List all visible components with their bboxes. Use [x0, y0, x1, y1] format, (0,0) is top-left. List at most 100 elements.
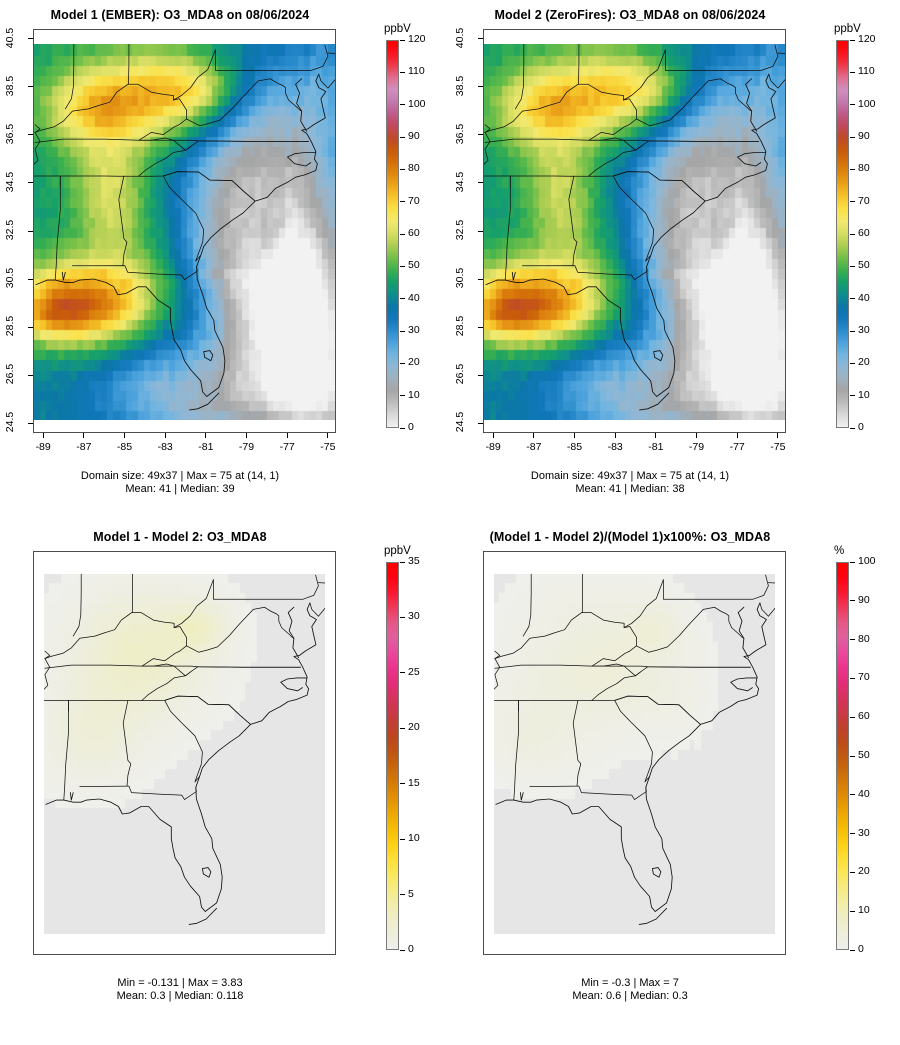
- colorbar-unit-label: ppbV: [834, 23, 861, 35]
- colorbar-tick-label: 110: [408, 65, 425, 78]
- colorbar-tick: [850, 395, 855, 397]
- colorbar-tick-label: 20: [858, 865, 870, 878]
- colorbar-tick-label: 120: [408, 33, 426, 45]
- panel-title: (Model 1 - Model 2)/(Model 1)x100%: O3_M…: [489, 530, 771, 544]
- x-axis-tick: [655, 433, 657, 438]
- y-axis-tick: [478, 38, 483, 40]
- map-plot-area[interactable]: [483, 29, 786, 433]
- x-axis-tick: [696, 433, 698, 438]
- y-axis-tick: [478, 374, 483, 376]
- x-axis-label: -75: [320, 441, 336, 453]
- x-axis-label: -81: [648, 441, 664, 453]
- colorbar-tick: [850, 298, 855, 300]
- colorbar-tick-label: 40: [858, 787, 870, 800]
- colorbar-tick: [850, 561, 855, 563]
- colorbar-tick-label: 30: [408, 324, 420, 336]
- x-axis-label: -81: [198, 441, 214, 453]
- colorbar: % 0 10 20 30 40 50 60 70 80 90 100: [450, 522, 900, 1044]
- colorbar-tick-label: 10: [408, 388, 420, 401]
- map-plot-area[interactable]: [33, 29, 336, 433]
- y-axis-tick: [28, 182, 33, 184]
- map-plot-area[interactable]: [33, 551, 336, 955]
- colorbar-tick-label: 80: [858, 632, 870, 645]
- colorbar-tick: [400, 168, 405, 170]
- colorbar-tick: [850, 677, 855, 679]
- y-axis-tick: [478, 278, 483, 280]
- x-axis-tick: [205, 433, 207, 438]
- colorbar-tick: [400, 201, 405, 203]
- x-axis-label: -79: [688, 441, 705, 453]
- x-axis-tick: [246, 433, 248, 438]
- colorbar-tick: [850, 233, 855, 235]
- y-axis-tick: [28, 326, 33, 328]
- colorbar-tick: [850, 600, 855, 602]
- x-axis-tick: [286, 433, 288, 438]
- colorbar-tick-label: 10: [858, 388, 870, 401]
- colorbar-tick-label: 100: [858, 555, 876, 567]
- map-overlay: [484, 44, 785, 411]
- colorbar-unit-label: %: [834, 545, 845, 557]
- colorbar-tick-label: 90: [858, 593, 870, 606]
- colorbar-tick-label: 40: [408, 291, 420, 304]
- colorbar-tick-label: 35: [408, 555, 420, 567]
- colorbar-tick-label: 60: [858, 227, 870, 239]
- colorbar-tick: [850, 104, 855, 106]
- colorbar-tick: [850, 639, 855, 641]
- colorbar-tick-label: 110: [858, 65, 875, 78]
- x-axis-label: -75: [770, 441, 786, 453]
- panel-footnote-line2: Mean: 41 | Median: 38: [575, 483, 685, 495]
- x-axis-tick: [42, 433, 44, 438]
- x-axis-label: -77: [279, 441, 295, 453]
- y-axis-tick: [28, 38, 33, 40]
- x-axis-label: -89: [485, 441, 501, 453]
- colorbar-tick-label: 30: [858, 826, 870, 839]
- colorbar-tick-label: 30: [408, 610, 420, 623]
- colorbar-tick: [850, 716, 855, 718]
- x-axis-tick: [614, 433, 616, 438]
- colorbar-tick-label: 0: [858, 943, 864, 955]
- colorbar-tick: [850, 871, 855, 873]
- y-axis-tick: [478, 230, 483, 232]
- map-plot-area[interactable]: [483, 551, 786, 955]
- colorbar-tick-label: 70: [858, 671, 870, 684]
- colorbar-tick-label: 20: [408, 721, 420, 734]
- colorbar-tick-label: 50: [858, 749, 870, 761]
- x-axis-label: -77: [729, 441, 745, 453]
- y-axis-tick: [28, 230, 33, 232]
- colorbar-tick-label: 50: [408, 259, 420, 272]
- panel-model1: Model 1 (EMBER): O3_MDA8 on 08/06/2024 24…: [0, 0, 450, 522]
- colorbar-tick: [850, 949, 855, 951]
- panel-footnote-line1: Min = -0.131 | Max = 3.83: [117, 977, 243, 989]
- panel-title: Model 2 (ZeroFires): O3_MDA8 on 08/06/20…: [494, 8, 766, 22]
- colorbar-gradient: [386, 40, 399, 428]
- x-axis-tick: [124, 433, 125, 438]
- colorbar-tick: [400, 298, 405, 300]
- colorbar-tick: [400, 616, 405, 618]
- colorbar-tick-label: 60: [408, 227, 420, 239]
- y-axis-tick: [28, 422, 33, 424]
- y-axis-tick: [28, 374, 33, 376]
- y-axis-tick: [28, 278, 33, 280]
- colorbar-tick: [400, 949, 405, 951]
- colorbar-tick: [400, 427, 405, 429]
- y-axis-tick: [478, 134, 483, 136]
- colorbar: ppbV 0 10 20 30 40 50 60 70 80 90 100 110 120: [0, 0, 450, 522]
- colorbar-tick-label: 0: [408, 943, 414, 955]
- colorbar-tick: [850, 794, 855, 796]
- colorbar-tick-label: 25: [408, 665, 420, 678]
- panel-footnote-line1: Min = -0.3 | Max = 7: [581, 977, 679, 989]
- colorbar: ppbV 0 10 20 30 40 50 60 70 80 90 100 110 120: [450, 0, 900, 522]
- x-axis-tick: [736, 433, 738, 438]
- colorbar-unit-label: ppbV: [384, 545, 411, 557]
- colorbar-tick-label: 100: [408, 97, 426, 110]
- y-axis-tick: [478, 326, 483, 328]
- colorbar-tick-label: 15: [408, 776, 420, 789]
- panel-footnote-line1: Domain size: 49x37 | Max = 75 at (14, 1): [530, 470, 730, 482]
- panel-footnote-line1: Domain size: 49x37 | Max = 75 at (14, 1): [80, 470, 280, 482]
- colorbar-tick: [400, 265, 405, 267]
- colorbar-tick-label: 90: [408, 130, 420, 142]
- colorbar-tick-label: 80: [858, 162, 870, 175]
- colorbar-tick-label: 10: [408, 832, 420, 845]
- colorbar-tick: [400, 838, 405, 840]
